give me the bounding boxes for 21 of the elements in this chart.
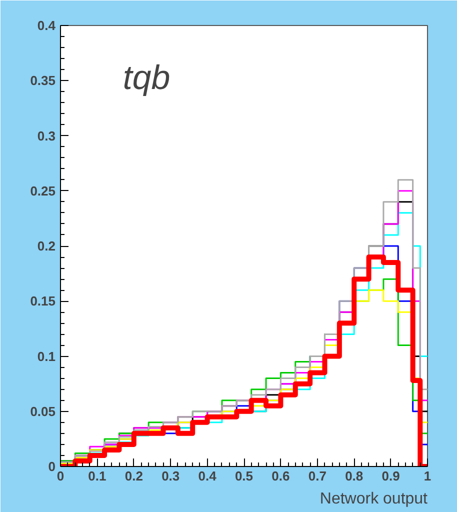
y-tick-label: 0.2 [37, 238, 56, 254]
x-tick-label: 0.6 [272, 468, 290, 484]
x-tick-label: 1 [424, 468, 432, 484]
x-tick-label: 0.5 [234, 468, 254, 484]
x-tick-label: 0.4 [198, 468, 218, 484]
x-axis-title: Network output [320, 490, 428, 508]
text: tqb [122, 59, 170, 98]
y-tick-label: 0.15 [30, 294, 56, 309]
x-tick-label: 0.9 [382, 468, 400, 484]
y-tick-label: 0.1 [37, 348, 56, 364]
x-tick-label: 0.8 [345, 468, 364, 484]
y-tick-label: 0.3 [37, 128, 56, 144]
y-tick-label: 0 [48, 459, 56, 474]
y-tick-label: 0.35 [30, 73, 56, 88]
x-tick-label: 0.1 [88, 468, 106, 484]
y-tick-label: 0.4 [37, 18, 56, 33]
x-tick-label: 0.3 [162, 468, 180, 484]
x-tick-label: 0.2 [124, 468, 143, 484]
x-tick-label: 0.7 [308, 468, 326, 484]
y-tick-label: 0.05 [30, 404, 56, 419]
y-tick-label: 0.25 [30, 183, 56, 198]
